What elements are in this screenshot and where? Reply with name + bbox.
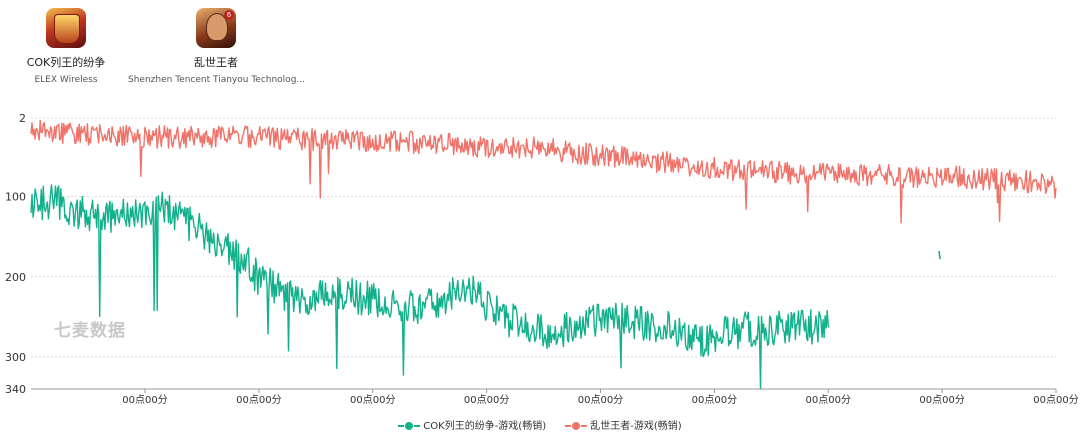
axes: 2 100 200 300 340 00点00分 00点00分 00点00分 00点00分 00点… — [5, 112, 1079, 406]
legend-marker-icon — [398, 421, 421, 431]
series-fragment-0[interactable] — [938, 250, 941, 260]
x-tick-label: 00点00分 — [692, 394, 737, 406]
x-tick-label: 00点00分 — [919, 394, 964, 406]
x-tick-label: 00点00分 — [806, 394, 851, 406]
legend: COK列王的纷争-游戏(畅销) 乱世王者-游戏(畅销) — [0, 417, 1080, 432]
y-tick-label: 2 — [19, 112, 26, 125]
gridlines — [31, 117, 1056, 358]
x-tick-label: 00点00分 — [236, 394, 281, 406]
app-name: 乱世王者 — [194, 56, 238, 69]
cok-game-icon — [46, 8, 86, 48]
app-name: COK列王的纷争 — [26, 56, 106, 69]
y-tick-label: 200 — [5, 271, 26, 284]
y-tick-label: 300 — [5, 351, 26, 364]
legend-marker-icon — [565, 421, 588, 431]
app-developer: Shenzhen Tencent Tianyou Technolog... — [128, 75, 305, 85]
lswz-game-icon: 6 — [196, 8, 236, 48]
app-card-cok[interactable]: COK列王的纷争 ELEX Wireless — [18, 8, 114, 85]
series-line-0[interactable] — [30, 184, 830, 390]
legend-label: 乱世王者-游戏(畅销) — [590, 421, 682, 432]
watermark: 七麦数据 — [54, 321, 126, 341]
legend-label: COK列王的纷争-游戏(畅销) — [423, 421, 547, 432]
x-tick-label: 00点00分 — [578, 394, 623, 406]
x-tick-label: 00点00分 — [350, 394, 395, 406]
y-tick-label: 340 — [5, 383, 26, 396]
y-tick-label: 100 — [5, 191, 26, 204]
app-developer: ELEX Wireless — [34, 75, 98, 85]
legend-item-lswz[interactable]: 乱世王者-游戏(畅销) — [565, 417, 682, 432]
series-lines — [30, 119, 1057, 390]
app-card-lswz[interactable]: 6 乱世王者 Shenzhen Tencent Tianyou Technolo… — [128, 8, 305, 85]
x-tick-label: 00点00分 — [1033, 394, 1078, 406]
legend-item-cok[interactable]: COK列王的纷争-游戏(畅销) — [398, 417, 546, 432]
x-tick-label: 00点00分 — [122, 394, 167, 406]
x-tick-label: 00点00分 — [464, 394, 509, 406]
series-line-1[interactable] — [30, 119, 1057, 224]
